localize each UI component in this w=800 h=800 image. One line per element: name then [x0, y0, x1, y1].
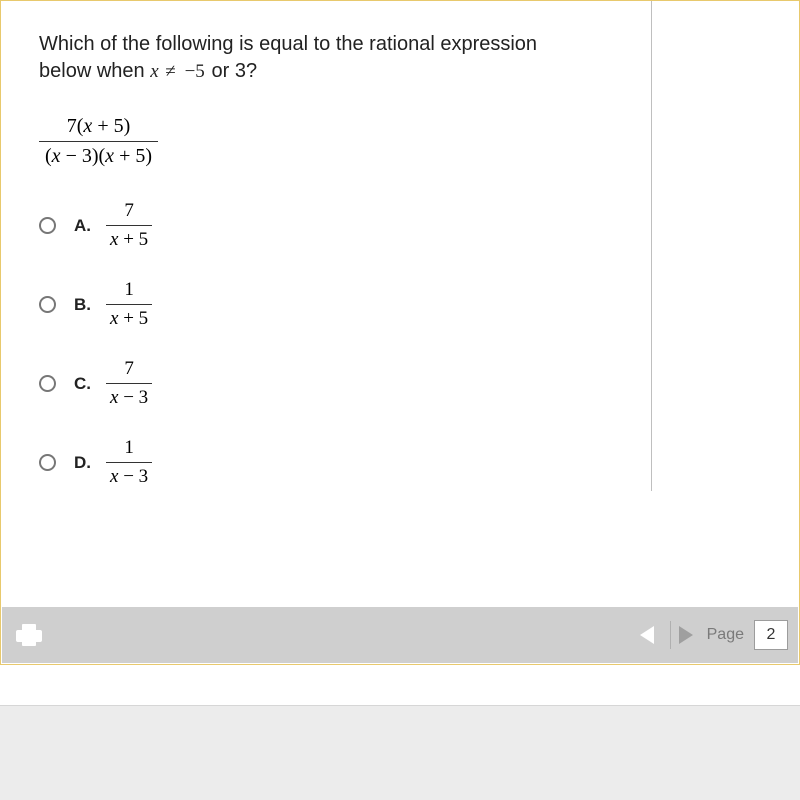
- frac-num: 7: [106, 200, 152, 226]
- question-line2-prefix: below when: [39, 60, 150, 82]
- frac-num: 1: [106, 279, 152, 305]
- choice-d[interactable]: D. 1 x − 3: [39, 437, 619, 488]
- answer-choices: A. 7 x + 5 B. 1 x + 5 C.: [39, 200, 619, 488]
- choice-fraction: 7 x + 5: [106, 200, 152, 251]
- cond-neq: ≠: [163, 61, 177, 82]
- frac-den: x − 3: [106, 463, 152, 488]
- frac-den: x + 5: [106, 226, 152, 251]
- radio-b[interactable]: [39, 296, 56, 313]
- rational-expression: 7(x + 5) (x − 3)(x + 5): [39, 115, 158, 168]
- frac-den: x − 3: [106, 384, 152, 409]
- radio-d[interactable]: [39, 454, 56, 471]
- cond-mid: or: [212, 60, 235, 82]
- quiz-frame: Which of the following is equal to the r…: [0, 0, 800, 665]
- cond-val2: 3?: [235, 60, 257, 82]
- page-root: Which of the following is equal to the r…: [0, 0, 800, 800]
- question-text: Which of the following is equal to the r…: [39, 31, 619, 85]
- choice-letter: D.: [74, 453, 100, 473]
- cond-var: x: [150, 61, 158, 82]
- radio-c[interactable]: [39, 375, 56, 392]
- page-label: Page: [707, 626, 744, 644]
- choice-a[interactable]: A. 7 x + 5: [39, 200, 619, 251]
- footer-bar: Page 2: [2, 607, 798, 663]
- choice-fraction: 7 x − 3: [106, 358, 152, 409]
- choice-c[interactable]: C. 7 x − 3: [39, 358, 619, 409]
- radio-a[interactable]: [39, 217, 56, 234]
- cond-val1: −5: [183, 61, 207, 82]
- expr-denominator: (x − 3)(x + 5): [39, 142, 158, 168]
- page-number-input[interactable]: 2: [754, 620, 788, 650]
- question-line1: Which of the following is equal to the r…: [39, 33, 537, 55]
- page-number-value: 2: [767, 626, 776, 644]
- next-page-button[interactable]: [679, 626, 693, 644]
- frac-num: 1: [106, 437, 152, 463]
- frac-num: 7: [106, 358, 152, 384]
- choice-fraction: 1 x − 3: [106, 437, 152, 488]
- condition-math: x ≠ −5: [150, 61, 211, 82]
- prev-page-button[interactable]: [640, 626, 654, 644]
- choice-letter: A.: [74, 216, 100, 236]
- question-panel: Which of the following is equal to the r…: [7, 1, 652, 491]
- choice-letter: C.: [74, 374, 100, 394]
- below-quiz-area: [0, 705, 800, 800]
- print-icon[interactable]: [16, 624, 42, 646]
- choice-fraction: 1 x + 5: [106, 279, 152, 330]
- choice-letter: B.: [74, 295, 100, 315]
- choice-b[interactable]: B. 1 x + 5: [39, 279, 619, 330]
- nav-separator: [670, 621, 671, 649]
- frac-den: x + 5: [106, 305, 152, 330]
- expr-numerator: 7(x + 5): [39, 115, 158, 142]
